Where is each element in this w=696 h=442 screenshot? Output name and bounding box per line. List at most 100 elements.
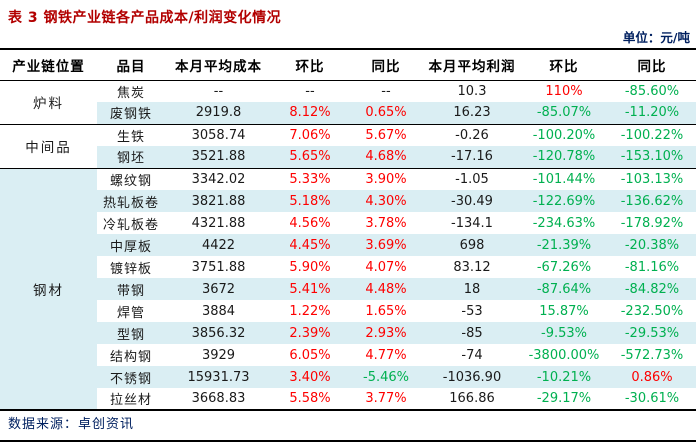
item-name: 冷轧板卷 (97, 212, 165, 234)
value-cell-cost-mom: 5.41% (272, 278, 348, 300)
value-cell-cost-yoy: 0.65% (348, 102, 424, 124)
value-cell-profit-yoy: -232.50% (608, 300, 696, 322)
value-cell-profit-mom: -3800.00% (520, 344, 608, 366)
value-cell-profit-mom: -87.64% (520, 278, 608, 300)
item-name: 拉丝材 (97, 388, 165, 410)
item-name: 螺纹钢 (97, 168, 165, 190)
item-name: 生铁 (97, 124, 165, 146)
value-cell-cost-mom: 5.18% (272, 190, 348, 212)
value-cell-profit-yoy: -30.61% (608, 388, 696, 410)
item-name: 钢坯 (97, 146, 165, 168)
value-cell-cost-yoy: -5.46% (348, 366, 424, 388)
column-header-0: 产业链位置 (0, 49, 97, 81)
value-cell-profit-yoy: -100.22% (608, 124, 696, 146)
value-cell-cost: 3058.74 (165, 124, 272, 146)
value-cell-cost-mom: 4.56% (272, 212, 348, 234)
value-cell-profit-yoy: 0.86% (608, 366, 696, 388)
table-row: 冷轧板卷 4321.88 4.56% 3.78% -134.1 -234.63% -178.… (0, 212, 696, 234)
value-cell-cost-yoy: 5.67% (348, 124, 424, 146)
value-cell-cost-mom: 5.65% (272, 146, 348, 168)
column-header-5: 本月平均利润 (424, 49, 520, 81)
cost-profit-table: 产业链位置 品目 本月平均成本 环比 同比 本月平均利润 环比 同比 炉料 焦炭 -- -- -- 10… (0, 48, 696, 411)
value-cell-cost: 4321.88 (165, 212, 272, 234)
value-cell-cost-yoy: 3.77% (348, 388, 424, 410)
table-row: 镀锌板 3751.88 5.90% 4.07% 83.12 -67.26% -81.16% (0, 256, 696, 278)
value-cell-profit-yoy: -84.82% (608, 278, 696, 300)
table-row: 废钢铁 2919.8 8.12% 0.65% 16.23 -85.07% -11.20% (0, 102, 696, 124)
value-cell-cost-yoy: 4.07% (348, 256, 424, 278)
value-cell-profit-mom: -29.17% (520, 388, 608, 410)
value-cell-cost: 3856.32 (165, 322, 272, 344)
table-row: 钢材 螺纹钢 3342.02 5.33% 3.90% -1.05 -101.44% -103.… (0, 168, 696, 410)
value-cell-cost-mom: 5.90% (272, 256, 348, 278)
value-cell-cost-mom: 2.39% (272, 322, 348, 344)
value-cell-profit-mom: -101.44% (520, 168, 608, 190)
value-cell-profit: -53 (424, 300, 520, 322)
value-cell-profit-yoy: -572.73% (608, 344, 696, 366)
value-cell-profit-mom: -120.78% (520, 146, 608, 168)
value-cell-cost-yoy: 1.65% (348, 300, 424, 322)
value-cell-profit-yoy: -11.20% (608, 102, 696, 124)
value-cell-cost: -- (165, 80, 272, 102)
table-row: 带钢 3672 5.41% 4.48% 18 -87.64% -84.82% (0, 278, 696, 300)
value-cell-profit-yoy: -178.92% (608, 212, 696, 234)
group-label-intermediates: 中间品 (0, 124, 97, 168)
group-label-steel-products: 钢材 (0, 168, 97, 410)
value-cell-cost-yoy: 3.78% (348, 212, 424, 234)
column-header-7: 同比 (608, 49, 696, 81)
value-cell-cost-mom: 4.45% (272, 234, 348, 256)
value-cell-cost-mom: -- (272, 80, 348, 102)
item-name: 镀锌板 (97, 256, 165, 278)
value-cell-cost-yoy: 4.30% (348, 190, 424, 212)
unit-label: 单位：元/吨 (622, 30, 690, 45)
value-cell-profit-mom: 110% (520, 80, 608, 102)
value-cell-profit-yoy: -85.60% (608, 80, 696, 102)
header-row: 产业链位置 品目 本月平均成本 环比 同比 本月平均利润 环比 同比 (0, 49, 696, 81)
value-cell-profit-mom: -67.26% (520, 256, 608, 278)
item-name: 型钢 (97, 322, 165, 344)
value-cell-cost-yoy: 3.90% (348, 168, 424, 190)
table-row: 中间品 生铁 3058.74 7.06% 5.67% -0.26 -100.20% -100.… (0, 124, 696, 168)
value-cell-cost-mom: 8.12% (272, 102, 348, 124)
value-cell-cost: 2919.8 (165, 102, 272, 124)
value-cell-cost: 3672 (165, 278, 272, 300)
item-name: 中厚板 (97, 234, 165, 256)
value-cell-profit-yoy: -103.13% (608, 168, 696, 190)
value-cell-cost-mom: 5.58% (272, 388, 348, 410)
value-cell-profit-mom: -9.53% (520, 322, 608, 344)
table-row: 型钢 3856.32 2.39% 2.93% -85 -9.53% -29.53% (0, 322, 696, 344)
value-cell-profit-mom: -21.39% (520, 234, 608, 256)
value-cell-profit: 166.86 (424, 388, 520, 410)
value-cell-profit: -17.16 (424, 146, 520, 168)
value-cell-cost: 3751.88 (165, 256, 272, 278)
value-cell-cost-yoy: 2.93% (348, 322, 424, 344)
table-row: 热轧板卷 3821.88 5.18% 4.30% -30.49 -122.69% -136.… (0, 190, 696, 212)
value-cell-cost: 4422 (165, 234, 272, 256)
value-cell-profit: -30.49 (424, 190, 520, 212)
value-cell-cost-yoy: 4.48% (348, 278, 424, 300)
item-name: 带钢 (97, 278, 165, 300)
value-cell-cost: 3929 (165, 344, 272, 366)
item-name: 结构钢 (97, 344, 165, 366)
value-cell-cost-yoy: 4.68% (348, 146, 424, 168)
value-cell-cost-mom: 3.40% (272, 366, 348, 388)
value-cell-profit-mom: -10.21% (520, 366, 608, 388)
item-name: 焦炭 (97, 80, 165, 102)
value-cell-cost: 3342.02 (165, 168, 272, 190)
value-cell-profit: 83.12 (424, 256, 520, 278)
value-cell-cost-yoy: 3.69% (348, 234, 424, 256)
table-row: 结构钢 3929 6.05% 4.77% -74 -3800.00% -572.73% (0, 344, 696, 366)
item-name: 不锈钢 (97, 366, 165, 388)
group-label-furnace-materials: 炉料 (0, 80, 97, 124)
value-cell-profit: 10.3 (424, 80, 520, 102)
value-cell-cost-mom: 5.33% (272, 168, 348, 190)
value-cell-cost: 3821.88 (165, 190, 272, 212)
value-cell-profit-mom: 15.87% (520, 300, 608, 322)
value-cell-profit-yoy: -29.53% (608, 322, 696, 344)
value-cell-profit-mom: -122.69% (520, 190, 608, 212)
value-cell-cost: 3668.83 (165, 388, 272, 410)
value-cell-profit: -0.26 (424, 124, 520, 146)
value-cell-profit-mom: -234.63% (520, 212, 608, 234)
table-row: 拉丝材 3668.83 5.58% 3.77% 166.86 -29.17% -30.61% (0, 388, 696, 410)
